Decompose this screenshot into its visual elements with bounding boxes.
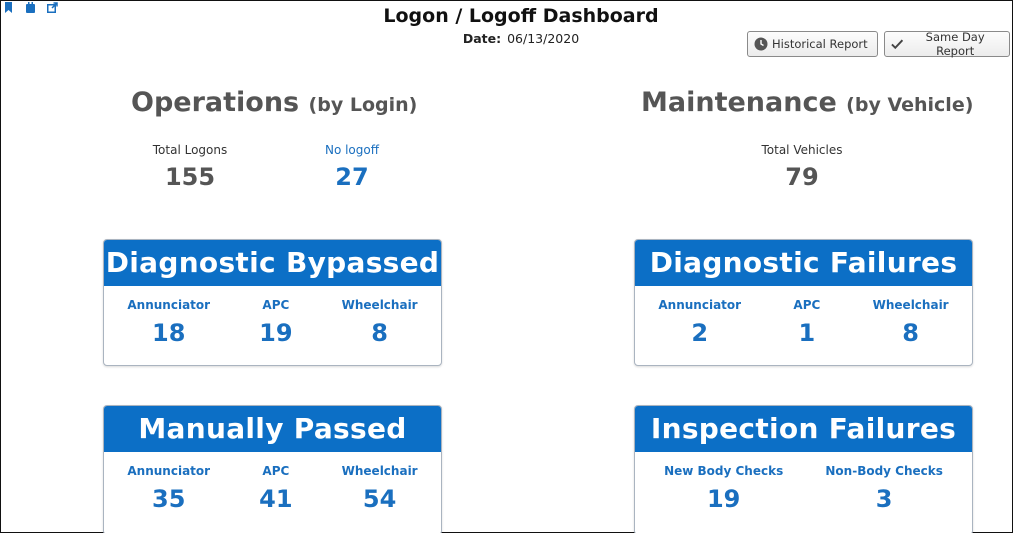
bookmark-icon[interactable] (3, 2, 14, 13)
new-body-checks-metric[interactable]: New Body Checks 19 (664, 464, 783, 513)
total-logons-label: Total Logons (152, 143, 228, 157)
calendar-icon[interactable] (25, 2, 36, 13)
apc-metric[interactable]: APC 19 (241, 298, 311, 347)
no-logoff-stat[interactable]: No logoff 27 (302, 143, 402, 191)
metric-value: 18 (152, 319, 186, 347)
top-toolbar (3, 2, 58, 13)
metric-label: New Body Checks (664, 464, 784, 478)
total-vehicles-stat: Total Vehicles 79 (742, 143, 862, 191)
historical-report-button[interactable]: Historical Report (747, 31, 878, 57)
annunciator-metric[interactable]: Annunciator 35 (127, 464, 210, 513)
metric-value: 54 (362, 485, 397, 513)
metric-value: 8 (371, 319, 388, 347)
metric-label: Annunciator (127, 298, 211, 312)
card-title: Diagnostic Failures (635, 240, 972, 286)
metric-value: 2 (691, 319, 709, 347)
no-logoff-value: 27 (335, 163, 369, 191)
wheelchair-metric[interactable]: Wheelchair 54 (342, 464, 418, 513)
non-body-checks-metric[interactable]: Non-Body Checks 3 (825, 464, 943, 513)
metric-label: Annunciator (127, 464, 211, 478)
total-vehicles-label: Total Vehicles (761, 143, 843, 157)
metric-label: Wheelchair (872, 298, 949, 312)
metric-label: APC (262, 298, 290, 312)
diagnostic-failures-card: Diagnostic Failures Annunciator 2 APC 1 … (634, 239, 973, 366)
same-day-report-button[interactable]: Same Day Report (884, 30, 1010, 58)
same-day-report-label: Same Day Report (925, 30, 985, 58)
apc-metric[interactable]: APC 41 (241, 464, 311, 513)
manually-passed-card: Manually Passed Annunciator 35 APC 41 Wh… (103, 405, 442, 533)
total-logons-stat: Total Logons 155 (140, 143, 240, 191)
card-title: Diagnostic Bypassed (104, 240, 441, 286)
metric-value: 3 (875, 485, 893, 513)
page-title: Logon / Logoff Dashboard (383, 5, 659, 27)
metric-value: 41 (259, 485, 293, 513)
date-label: Date: (462, 31, 502, 46)
wheelchair-metric[interactable]: Wheelchair 8 (873, 298, 949, 347)
metric-label: APC (793, 298, 821, 312)
operations-heading: Operations (by Login) (131, 87, 417, 118)
metric-label: Non-Body Checks (825, 464, 943, 478)
date-value: 06/13/2020 (507, 31, 580, 46)
metric-value: 8 (902, 319, 919, 347)
historical-report-label: Historical Report (772, 37, 868, 51)
metric-label: Annunciator (658, 298, 742, 312)
metric-value: 19 (259, 319, 293, 347)
metric-label: Wheelchair (341, 298, 418, 312)
metric-label: Wheelchair (341, 464, 418, 478)
metric-value: 19 (706, 485, 741, 513)
metric-value: 1 (798, 319, 816, 347)
no-logoff-label: No logoff (324, 143, 380, 157)
operations-title: Operations (131, 87, 300, 118)
metric-label: APC (262, 464, 290, 478)
checkmark-icon (891, 39, 904, 50)
annunciator-metric[interactable]: Annunciator 18 (127, 298, 210, 347)
card-title: Manually Passed (104, 406, 441, 452)
annunciator-metric[interactable]: Annunciator 2 (658, 298, 741, 347)
report-date: Date: 06/13/2020 (1, 31, 1013, 46)
card-title: Inspection Failures (635, 406, 972, 452)
total-vehicles-value: 79 (785, 163, 819, 191)
clock-icon (754, 37, 768, 51)
metric-value: 35 (152, 485, 186, 513)
maintenance-heading: Maintenance (by Vehicle) (641, 87, 973, 118)
maintenance-subtitle: (by Vehicle) (846, 94, 974, 116)
external-link-icon[interactable] (47, 2, 58, 13)
apc-metric[interactable]: APC 1 (772, 298, 842, 347)
total-logons-value: 155 (164, 163, 216, 191)
maintenance-title: Maintenance (641, 87, 837, 118)
diagnostic-bypassed-card: Diagnostic Bypassed Annunciator 18 APC 1… (103, 239, 442, 366)
wheelchair-metric[interactable]: Wheelchair 8 (342, 298, 418, 347)
operations-subtitle: (by Login) (308, 94, 418, 116)
inspection-failures-card: Inspection Failures New Body Checks 19 N… (634, 405, 973, 533)
